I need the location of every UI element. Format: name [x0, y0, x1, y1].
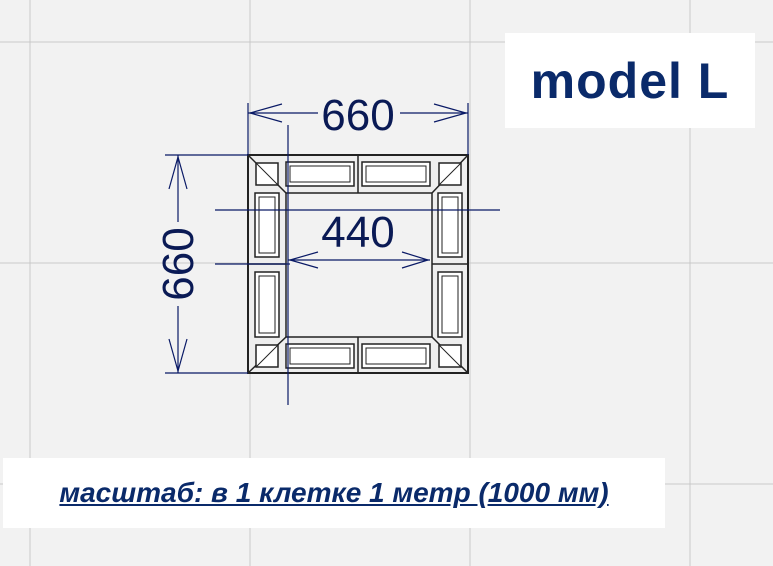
height-dimension-label: 660 [154, 227, 203, 300]
inner-dimension-label: 440 [321, 208, 394, 257]
window-frame [247, 154, 469, 374]
width-dimension-label: 660 [321, 91, 394, 140]
model-title-box: model L [505, 33, 755, 128]
scale-note: масштаб: в 1 клетке 1 метр (1000 мм) [59, 477, 609, 508]
scale-note-box: масштаб: в 1 клетке 1 метр (1000 мм) [3, 458, 665, 528]
dimension-lines [165, 103, 500, 405]
model-title: model L [530, 52, 730, 109]
